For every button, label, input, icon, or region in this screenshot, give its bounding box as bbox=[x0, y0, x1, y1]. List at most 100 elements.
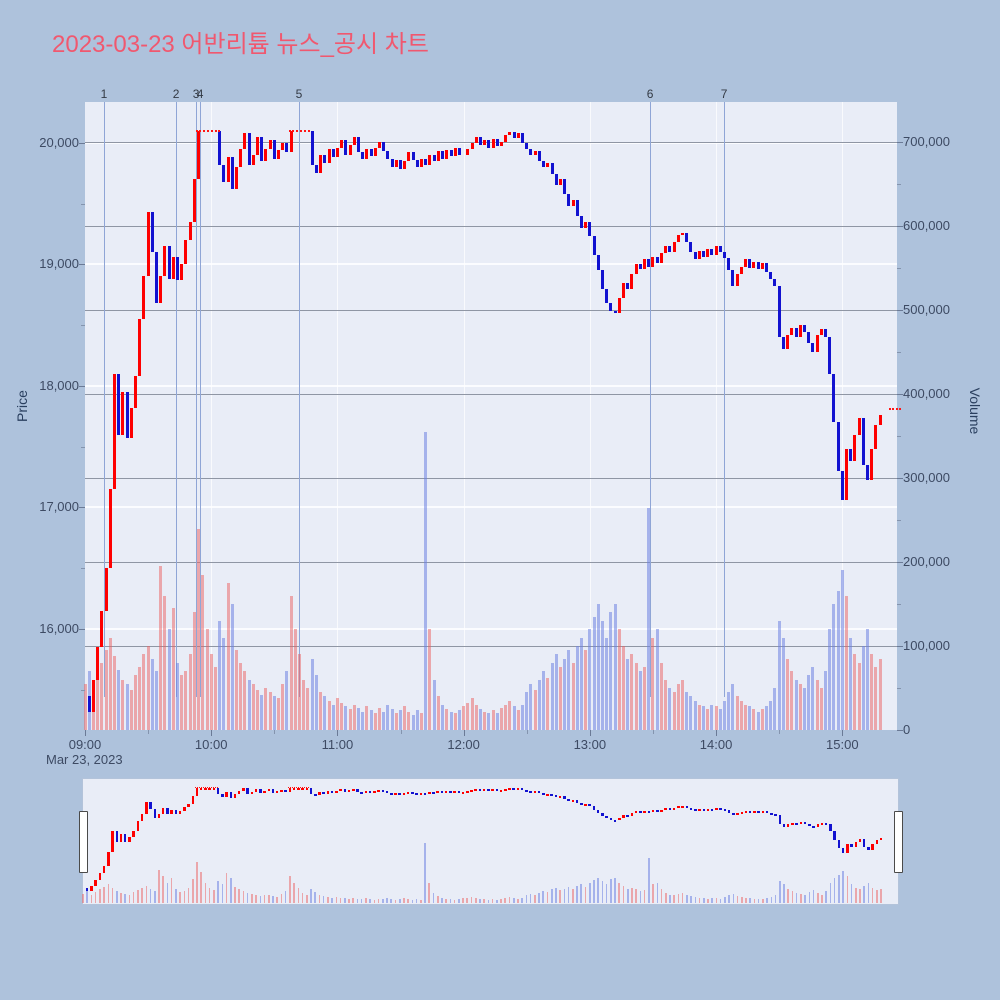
gridline-hour bbox=[589, 102, 591, 730]
nav-candle bbox=[575, 800, 579, 803]
candle bbox=[348, 145, 352, 155]
nav-candle bbox=[246, 788, 249, 794]
nav-volume-bar bbox=[415, 898, 418, 903]
nav-volume-bar bbox=[707, 898, 709, 903]
candle bbox=[739, 266, 743, 275]
candle bbox=[718, 246, 722, 253]
volume-bar bbox=[344, 706, 348, 730]
tick-label-volume: 400,000 bbox=[903, 386, 950, 402]
nav-candle bbox=[753, 811, 756, 814]
volume-bar bbox=[714, 706, 718, 730]
nav-volume-bar bbox=[137, 890, 139, 903]
gridline-volume bbox=[85, 142, 897, 144]
candle bbox=[188, 221, 192, 240]
candle bbox=[668, 246, 672, 253]
volume-bar bbox=[361, 711, 365, 730]
nav-candle bbox=[487, 789, 490, 792]
candle bbox=[260, 136, 264, 161]
nav-candle bbox=[233, 794, 237, 799]
nav-candle bbox=[352, 788, 355, 791]
event-line bbox=[196, 102, 198, 697]
candle bbox=[382, 141, 386, 152]
candle bbox=[609, 303, 613, 311]
nav-volume-bar bbox=[631, 887, 633, 903]
nav-volume-bar bbox=[301, 892, 304, 903]
nav-volume-bar bbox=[791, 891, 794, 903]
candle bbox=[516, 133, 520, 138]
range-slider-left-handle[interactable] bbox=[79, 811, 88, 873]
volume-bar bbox=[533, 689, 537, 730]
event-label: 3 bbox=[192, 87, 200, 101]
nav-limit-dotted bbox=[287, 786, 309, 788]
volume-bar bbox=[584, 650, 588, 730]
candle bbox=[672, 242, 676, 253]
range-slider[interactable] bbox=[82, 778, 899, 905]
candle bbox=[731, 270, 735, 287]
volume-bar bbox=[340, 703, 344, 730]
nav-candle bbox=[474, 788, 477, 791]
volume-bar bbox=[188, 654, 192, 730]
price-axis-title: Price bbox=[14, 390, 30, 422]
nav-volume-bar bbox=[648, 857, 650, 903]
candle bbox=[108, 489, 112, 569]
volume-bar bbox=[752, 709, 756, 730]
candle bbox=[331, 148, 335, 158]
candle bbox=[533, 151, 537, 155]
volume-bar bbox=[369, 709, 373, 730]
nav-volume-bar bbox=[842, 870, 844, 903]
nav-volume-bar bbox=[128, 894, 131, 903]
tick-mark bbox=[211, 730, 213, 736]
range-slider-right-handle[interactable] bbox=[894, 811, 903, 873]
candle bbox=[470, 142, 474, 149]
candle bbox=[567, 193, 571, 206]
tick-mark bbox=[897, 646, 903, 648]
main-chart-plot-area[interactable] bbox=[83, 102, 902, 730]
nav-candle bbox=[373, 790, 376, 793]
candle bbox=[399, 159, 403, 170]
nav-candle bbox=[795, 822, 798, 825]
nav-candle bbox=[774, 814, 777, 817]
nav-candle bbox=[444, 791, 448, 794]
candle bbox=[87, 695, 91, 712]
volume-bar bbox=[857, 662, 861, 730]
candle bbox=[373, 147, 377, 157]
tick-mark bbox=[897, 142, 903, 144]
candle bbox=[310, 130, 314, 165]
nav-volume-bar bbox=[149, 888, 152, 903]
nav-volume-bar bbox=[314, 891, 317, 903]
nav-volume-bar bbox=[610, 879, 612, 903]
candle bbox=[96, 647, 100, 681]
nav-candle bbox=[732, 812, 735, 816]
candle bbox=[184, 240, 188, 265]
volume-bar bbox=[155, 671, 159, 730]
nav-candle bbox=[592, 806, 596, 810]
tick-label-price: 17,000 bbox=[39, 499, 79, 515]
candle bbox=[226, 157, 230, 182]
volume-bar bbox=[394, 713, 398, 730]
candle bbox=[655, 257, 659, 264]
nav-volume-bar bbox=[162, 875, 165, 903]
candle bbox=[100, 610, 104, 648]
nav-candle bbox=[406, 791, 410, 794]
nav-candle bbox=[428, 791, 431, 794]
nav-volume-bar bbox=[867, 882, 870, 903]
tick-mark bbox=[463, 730, 465, 736]
volume-bar bbox=[491, 709, 495, 730]
tick-mark-minor bbox=[897, 352, 901, 354]
candle bbox=[192, 179, 196, 222]
volume-bar bbox=[201, 574, 205, 730]
nav-volume-bar bbox=[339, 897, 342, 903]
volume-bar bbox=[415, 709, 419, 730]
candle bbox=[714, 246, 718, 255]
volume-bar bbox=[815, 679, 819, 730]
nav-candle bbox=[677, 806, 680, 809]
nav-volume-bar bbox=[504, 897, 507, 903]
volume-bar bbox=[268, 692, 272, 730]
volume-bar bbox=[314, 675, 318, 730]
nav-volume-bar bbox=[208, 887, 211, 903]
volume-bar bbox=[234, 650, 238, 730]
volume-bar bbox=[495, 713, 499, 730]
nav-volume-bar bbox=[804, 894, 806, 903]
nav-volume-bar bbox=[795, 892, 798, 903]
volume-bar bbox=[272, 696, 276, 730]
